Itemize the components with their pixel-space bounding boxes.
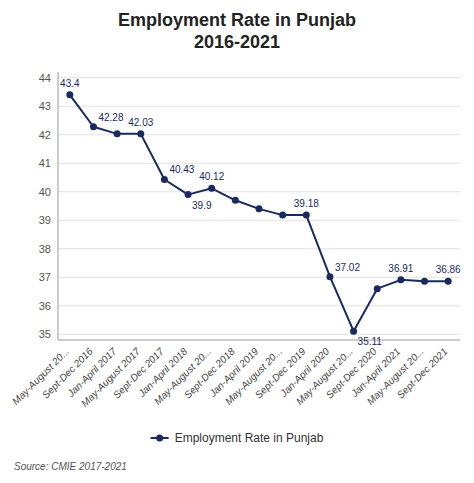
- y-tick-label: 37: [39, 271, 51, 283]
- marker: [421, 278, 428, 285]
- grid-line: [58, 106, 460, 107]
- marker: [350, 328, 357, 335]
- y-tick-label: 36: [39, 300, 51, 312]
- line: [70, 95, 448, 331]
- marker: [90, 123, 97, 130]
- y-tick-label: 44: [39, 72, 51, 84]
- annotation: 35.11: [358, 336, 383, 347]
- marker: [374, 285, 381, 292]
- marker: [208, 185, 215, 192]
- marker: [303, 212, 310, 219]
- plot-area: [66, 91, 451, 334]
- annotation: 40.43: [169, 164, 194, 175]
- grid-line: [58, 191, 460, 192]
- marker: [161, 176, 168, 183]
- grid: [58, 78, 460, 335]
- title: Employment Rate in Punjab2016-2021: [118, 10, 356, 52]
- annotation: 42.03: [128, 117, 153, 128]
- y-tick-label: 41: [39, 157, 51, 169]
- grid-line: [58, 163, 460, 164]
- marker: [326, 273, 333, 280]
- chart: Employment Rate in Punjab2016-2021 35 36 37…: [0, 0, 474, 483]
- grid-line: [58, 248, 460, 249]
- marker: [445, 278, 452, 285]
- marker: [137, 130, 144, 137]
- grid-line: [58, 305, 460, 306]
- x-axis-line: [58, 340, 460, 341]
- marker: [256, 205, 263, 212]
- annotation: 42.28: [98, 112, 123, 123]
- annotation: 39.18: [294, 198, 319, 209]
- marker: [185, 191, 192, 198]
- y-axis-line: [58, 72, 59, 340]
- annotation: 37.02: [335, 262, 360, 273]
- grid-line: [58, 334, 460, 335]
- y-tick-label: 40: [39, 186, 51, 198]
- y-tick-label: 42: [39, 129, 51, 141]
- annotation: 40.12: [199, 171, 224, 182]
- marker: [114, 130, 121, 137]
- annotation: 36.91: [388, 263, 413, 274]
- legend-label: Employment Rate in Punjab: [175, 431, 324, 445]
- y-tick-label: 38: [39, 243, 51, 255]
- grid-line: [58, 77, 460, 78]
- annotation: 36.86: [436, 264, 461, 275]
- marker: [279, 212, 286, 219]
- y-tick-label: 39: [39, 214, 51, 226]
- annotation: 39.9: [192, 200, 212, 211]
- annotation: 43.4: [60, 78, 80, 89]
- marker: [397, 276, 404, 283]
- y-tick-label: 35: [39, 328, 51, 340]
- x-tick-label: Sept-Dec 2021: [395, 346, 450, 401]
- grid-line: [58, 220, 460, 221]
- legend: Employment Rate in Punjab: [151, 431, 324, 445]
- legend-marker: [156, 435, 163, 442]
- marker: [66, 91, 73, 98]
- y-tick-label: 43: [39, 100, 51, 112]
- source: Source: CMIE 2017-2021: [14, 461, 127, 472]
- marker: [232, 197, 239, 204]
